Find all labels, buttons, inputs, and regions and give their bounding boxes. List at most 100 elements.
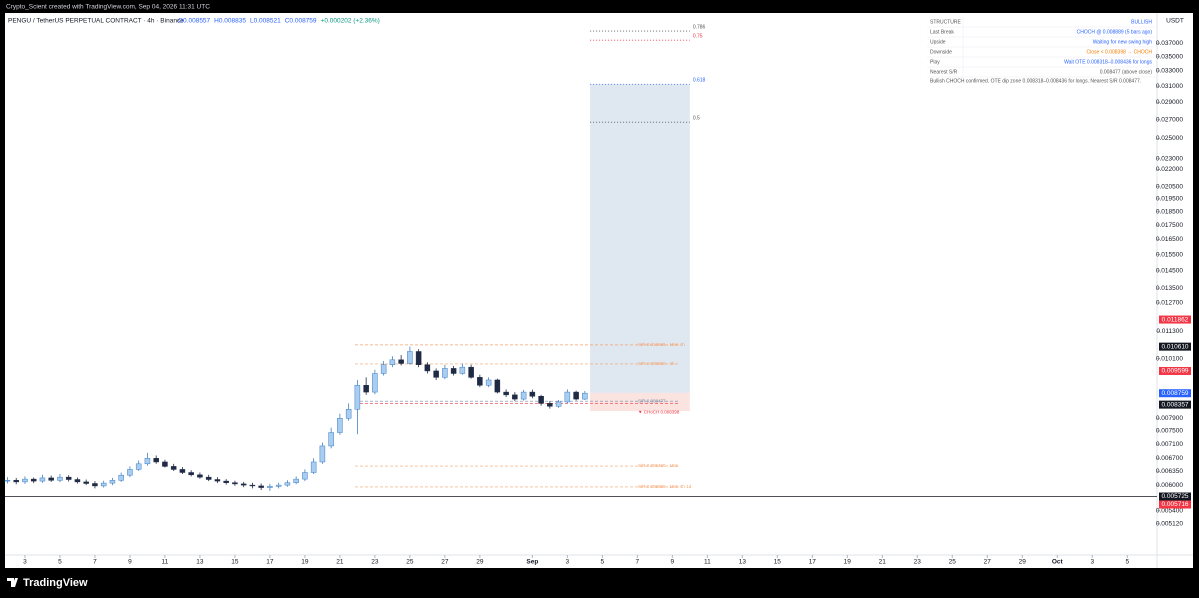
candle-body — [135, 463, 142, 470]
x-tick-label: 5 — [1125, 559, 1129, 566]
x-tick-label: 5 — [601, 559, 605, 566]
y-tick-label: 0.006700 — [1156, 455, 1183, 462]
candle-body — [22, 478, 28, 483]
symbol: PENGU / TetherUS PERPETUAL CONTRACT · 4h… — [8, 18, 184, 25]
table-value: Wait OTE 0.008318–0.008436 for longs — [1064, 59, 1152, 65]
candle-body — [319, 445, 326, 463]
y-tick-label: 0.018500 — [1156, 208, 1183, 215]
y-tick-label: 0.012700 — [1156, 300, 1183, 307]
x-tick-label: 9 — [671, 559, 675, 566]
level-label: S/R 0.009880 · 4h — [638, 361, 675, 366]
candle-body — [232, 482, 238, 485]
ohlc-value: +0.000202 (+2.36%) — [321, 18, 380, 25]
x-tick-label: 23 — [914, 559, 922, 566]
x-tick-label: 15 — [774, 559, 782, 566]
candle-body — [503, 391, 509, 396]
table-value: CHOCH @ 0.008889 (5 bars ago) — [1077, 29, 1153, 35]
candle-body — [13, 480, 19, 483]
candle-body — [529, 391, 536, 397]
candle-body — [48, 477, 54, 481]
candle-body — [547, 403, 553, 407]
candle-body — [258, 485, 264, 488]
level-label: S/R 0.006490 · 15m — [638, 463, 679, 468]
y-tick-label: 0.014500 — [1156, 267, 1183, 274]
fib-label: 0.786 — [693, 24, 706, 30]
candle-body — [363, 385, 369, 393]
candle-body — [310, 461, 317, 473]
price-tag — [1159, 342, 1191, 351]
y-tick-label: 0.010100 — [1156, 355, 1183, 362]
candle-body — [538, 396, 544, 404]
x-tick-label: 29 — [1019, 559, 1027, 566]
candle-body — [188, 472, 194, 476]
table-label: Nearest S/R — [930, 69, 958, 75]
y-tick-label: 0.019500 — [1156, 196, 1183, 203]
candle-body — [573, 391, 579, 400]
table-value: 0.008477 (above close) — [1100, 69, 1153, 75]
candle-body — [57, 476, 63, 481]
candle-body — [512, 394, 518, 400]
candle-body — [118, 474, 124, 481]
candle-body — [223, 480, 229, 483]
candle-body — [354, 385, 361, 410]
x-tick-label: 27 — [984, 559, 992, 566]
y-tick-label: 0.037000 — [1156, 40, 1183, 47]
x-tick-label: 3 — [566, 559, 570, 566]
y-tick-label: 0.007500 — [1156, 428, 1183, 435]
candle-body — [468, 366, 474, 378]
x-tick-label: 19 — [301, 559, 309, 566]
y-tick-label: 0.035000 — [1156, 53, 1183, 60]
candle-body — [153, 458, 159, 463]
candle-body — [100, 482, 107, 487]
candle-body — [74, 479, 81, 483]
candle-body — [372, 373, 378, 393]
table-label: Play — [930, 59, 940, 65]
candle-body — [144, 458, 151, 465]
x-tick-label: 27 — [441, 559, 449, 566]
candle-body — [275, 484, 282, 487]
x-tick-label: Oct — [1052, 559, 1064, 566]
candle-body — [127, 469, 133, 476]
y-tick-label: 0.005400 — [1156, 507, 1183, 514]
price-tag-label: 0.011862 — [1162, 316, 1189, 323]
x-tick-label: 13 — [739, 559, 747, 566]
y-tick-label: 0.023000 — [1156, 155, 1183, 162]
level-label: S/R 0.008477 — [638, 398, 666, 403]
price-tag — [1159, 366, 1191, 375]
table-value: Close < 0.008398 → CHOCH — [1087, 49, 1153, 55]
candle-body — [450, 368, 457, 374]
y-tick-label: 0.007900 — [1156, 415, 1183, 422]
ohlc-value: O0.008557 — [178, 18, 211, 25]
x-tick-label: 25 — [406, 559, 414, 566]
x-tick-label: 7 — [636, 559, 640, 566]
candle-body — [494, 379, 501, 393]
candle-body — [109, 480, 116, 484]
target-zone — [590, 84, 690, 393]
table-label: STRUCTURE — [930, 19, 961, 25]
candle-body — [424, 364, 431, 372]
price-tag-label: 0.009599 — [1161, 368, 1188, 375]
x-tick-label: 17 — [809, 559, 817, 566]
candle-body — [328, 432, 334, 447]
y-tick-label: 0.016500 — [1156, 236, 1183, 243]
attribution: Crypto_Scient created with TradingView.c… — [6, 4, 210, 11]
y-tick-label: 0.015500 — [1156, 251, 1183, 258]
y-tick-label: 0.025000 — [1156, 135, 1183, 142]
ohlc-value: C0.008759 — [285, 18, 317, 25]
level-label: S/R 0.005955 · 15m·4h·1d — [638, 484, 692, 489]
fib-label: 0.618 — [693, 78, 706, 84]
candle-body — [415, 351, 422, 365]
candle-body — [205, 476, 212, 480]
candle-body — [442, 368, 448, 378]
fib-label: 0.75 — [693, 34, 703, 40]
price-tag-label: 0.008357 — [1161, 401, 1188, 408]
candle-body — [555, 401, 562, 407]
price-tag-label: 0.005725 — [1161, 493, 1188, 500]
candle-body — [197, 474, 203, 478]
y-tick-label: 0.017500 — [1156, 222, 1183, 229]
x-tick-label: 9 — [128, 559, 132, 566]
level-label: ▼ CHoCH 0.008398 — [638, 410, 680, 415]
fib-label: 0.5 — [693, 116, 700, 122]
x-tick-label: 23 — [371, 559, 379, 566]
